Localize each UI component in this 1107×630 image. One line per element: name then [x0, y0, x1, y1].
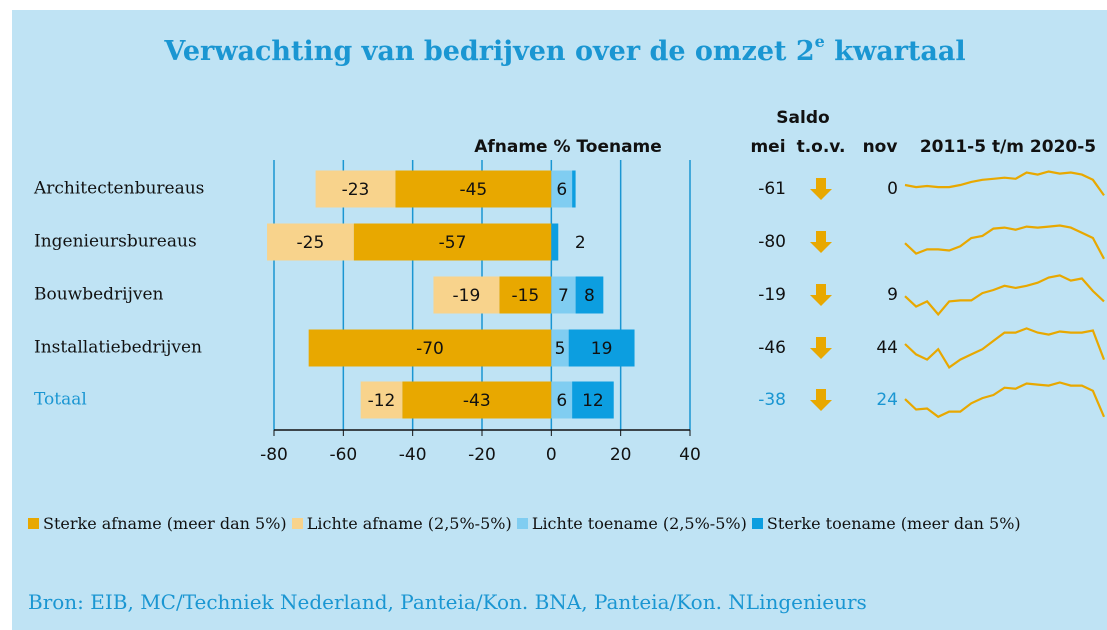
- bar-segment: [551, 276, 576, 314]
- x-tick-label: 0: [546, 445, 557, 465]
- data-label: -23: [342, 180, 370, 200]
- category-label: Totaal: [34, 390, 87, 410]
- panel: [12, 10, 1107, 630]
- saldo-nov: 9: [887, 285, 898, 305]
- trend-arrow: [810, 178, 832, 200]
- bar-segment: [551, 381, 573, 419]
- data-label: -19: [453, 286, 481, 306]
- legend-item: Lichte afname (2,5%-5%): [291, 514, 512, 533]
- saldo-header: Saldo: [776, 108, 829, 128]
- mei-header: mei: [750, 137, 785, 157]
- chart-title: Verwachting van bedrijven over de omzet …: [163, 32, 965, 67]
- title-sup: e: [815, 32, 825, 51]
- sparkline: [904, 327, 1106, 369]
- sparkline: [904, 381, 1106, 419]
- bar-segment: [395, 170, 552, 208]
- saldo-mei: -19: [758, 285, 786, 305]
- data-label: 7: [558, 286, 569, 306]
- saldo-nov: 24: [876, 390, 898, 410]
- data-label: -45: [459, 180, 487, 200]
- chart: Verwachting van bedrijven over de omzet …: [33, 32, 1106, 465]
- bar-segment: [551, 223, 559, 261]
- x-tick-label: -80: [260, 445, 288, 465]
- bar-segment: [568, 329, 635, 367]
- x-tick-label: -60: [329, 445, 357, 465]
- data-label: 12: [582, 391, 604, 411]
- saldo-nov: 44: [876, 338, 898, 358]
- category-label: Architectenbureaus: [33, 179, 204, 199]
- legend-item: Lichte toename (2,5%-5%): [516, 514, 747, 533]
- legend-swatch: [516, 518, 528, 529]
- legend-label: Sterke toename (meer dan 5%): [766, 514, 1021, 533]
- legend-label: Sterke afname (meer dan 5%): [43, 514, 287, 533]
- sparkline: [904, 170, 1105, 197]
- data-label: -57: [439, 233, 467, 253]
- legend-label: Lichte afname (2,5%-5%): [306, 514, 512, 533]
- category-label: Ingenieursbureaus: [34, 232, 197, 252]
- category-label: Bouwbedrijven: [34, 285, 164, 305]
- legend: Sterke afname (meer dan 5%) Lichte afnam…: [28, 512, 1103, 536]
- data-label: -43: [463, 391, 491, 411]
- saldo-mei: -46: [758, 338, 786, 358]
- legend-swatch: [751, 518, 763, 529]
- bar-segment: [433, 276, 500, 314]
- data-label: 6: [556, 180, 567, 200]
- data-label: 2: [575, 233, 586, 253]
- source: Bron: EIB, MC/Techniek Nederland, Pantei…: [28, 590, 867, 614]
- trend-arrow: [810, 231, 832, 253]
- saldo-mei: -61: [758, 179, 786, 199]
- bar-segment: [360, 381, 403, 419]
- data-label: -15: [511, 286, 539, 306]
- data-label: -25: [297, 233, 325, 253]
- title-end: kwartaal: [825, 36, 966, 67]
- data-label: 5: [555, 339, 566, 359]
- sparkline: [904, 274, 1105, 317]
- x-tick-label: -40: [399, 445, 427, 465]
- bar-segment: [551, 170, 573, 208]
- data-label: 8: [584, 286, 595, 306]
- bar-segment: [308, 329, 552, 367]
- data-label: -70: [416, 339, 444, 359]
- bar-segment: [402, 381, 552, 419]
- trend-arrow: [810, 337, 832, 359]
- legend-swatch: [28, 518, 39, 529]
- bar-segment: [572, 381, 614, 419]
- data-label: 6: [556, 391, 567, 411]
- bar-segment: [315, 170, 396, 208]
- saldo-mei: -80: [758, 232, 786, 252]
- bar-segment: [499, 276, 552, 314]
- bar-segment: [353, 223, 552, 261]
- saldo-mei: -38: [758, 390, 786, 410]
- trend-arrow: [810, 284, 832, 306]
- data-label: -12: [368, 391, 396, 411]
- sparkline: [904, 224, 1105, 260]
- category-label: Installatiebedrijven: [34, 338, 202, 358]
- saldo-nov: 0: [887, 179, 898, 199]
- legend-item: Sterke toename (meer dan 5%): [751, 514, 1021, 533]
- bar-segment: [572, 170, 576, 208]
- bar-segment: [267, 223, 354, 261]
- nov-header: nov: [863, 137, 898, 157]
- tov-header: t.o.v.: [797, 137, 846, 157]
- axis-label: Afname % Toename: [474, 137, 662, 157]
- bar-segment: [575, 276, 604, 314]
- legend-item: Sterke afname (meer dan 5%): [28, 514, 287, 533]
- legend-label: Lichte toename (2,5%-5%): [531, 514, 747, 533]
- trend-arrow: [810, 389, 832, 411]
- legend-swatch: [291, 518, 303, 529]
- x-tick-label: -20: [468, 445, 496, 465]
- spark-header: 2011-5 t/m 2020-5: [920, 137, 1096, 157]
- title: Verwachting van bedrijven over de omzet …: [163, 36, 814, 67]
- x-tick-label: 20: [610, 445, 632, 465]
- x-tick-label: 40: [679, 445, 701, 465]
- data-label: 19: [591, 339, 613, 359]
- bar-segment: [551, 329, 569, 367]
